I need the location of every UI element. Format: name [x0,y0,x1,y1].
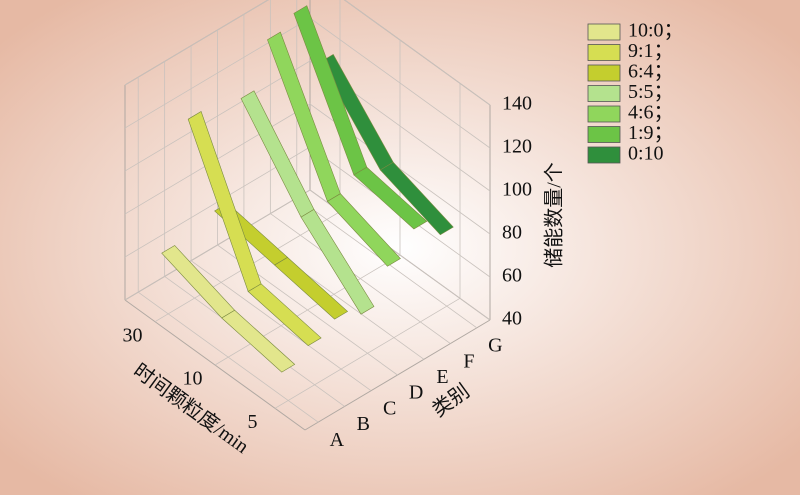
y-axis-title: 储能数量/个 [543,162,566,268]
grid-line [214,40,401,366]
ribbon-segment [353,166,428,230]
legend-label: 5:5； [628,81,674,103]
grid-line [217,30,398,376]
x-tick-label: E [436,366,448,388]
time-tick-label: 5 [248,411,258,433]
legend-label: 4:6； [628,102,674,124]
legend-swatch [587,146,621,164]
legend-label: 6:4； [628,61,674,83]
time-tick-label: 30 [123,324,143,346]
x-tick-label: G [488,335,502,357]
x-tick-label: A [330,429,345,451]
y-tick-label: 100 [502,179,532,201]
ribbon-segment [221,309,296,373]
x-tick-label: D [409,382,423,404]
legend-swatch [587,85,621,102]
ribbon-segment [247,283,322,346]
y-tick-label: 60 [502,265,522,287]
ribbon-segment [326,193,401,267]
y-tick-label: 140 [502,93,532,115]
ribbon-segment [274,256,349,320]
legend-label: 1:9； [628,122,674,144]
grid-line [124,60,491,192]
grid-line [124,0,491,106]
y-tick-label: 80 [502,222,522,244]
legend-swatch [587,44,621,61]
grid-line [124,103,491,235]
time-tick-label: 10 [183,368,203,390]
legend-swatch [587,126,621,143]
ribbon-segment [300,208,375,315]
legend-swatch [587,105,621,123]
legend-label: 0:10 [628,143,664,165]
grid-line [274,83,461,409]
legend-label: 9:1； [628,40,674,62]
x-tick-label: F [463,350,474,372]
grid-line [269,0,451,344]
ribbon-segment [379,161,454,236]
grid-line [137,77,319,423]
x-tick-label: B [357,413,370,435]
legend-swatch [587,64,621,82]
legend-swatch [587,23,621,41]
y-tick-label: 120 [502,136,532,158]
y-tick-label: 40 [502,308,522,330]
x-tick-label: C [383,397,396,419]
legend-label: 10:0； [628,20,684,42]
